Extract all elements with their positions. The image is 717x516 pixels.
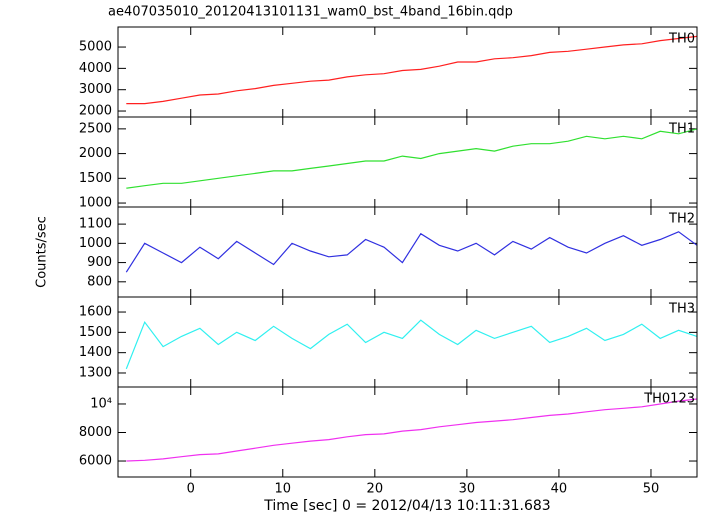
y-tick-label: 8000 [79, 425, 112, 440]
y-tick-label: 1500 [79, 325, 112, 340]
y-tick-label: 3000 [79, 82, 112, 97]
y-tick-label: 6000 [79, 454, 112, 469]
x-axis-label: Time [sec] 0 = 2012/04/13 10:11:31.683 [263, 498, 550, 514]
panel-label: TH3 [668, 302, 695, 317]
data-line [125, 231, 698, 273]
data-line [126, 35, 698, 105]
y-tick-label: 4000 [79, 61, 112, 76]
x-tick-label: 10 [274, 482, 291, 497]
x-tick-label: 20 [367, 482, 384, 497]
y-axis-label: Counts/sec [35, 216, 50, 288]
panel-frame [117, 386, 698, 478]
panel-frame [117, 26, 698, 118]
y-tick-label: 5000 [79, 40, 112, 55]
y-tick-label: 1400 [79, 345, 112, 360]
y-tick-label: 900 [87, 255, 112, 270]
data-line [126, 128, 698, 189]
panel-frame [117, 296, 698, 388]
data-line [126, 398, 698, 462]
data-line [125, 319, 698, 370]
panel-label: TH1 [668, 122, 695, 137]
x-tick-label: 50 [643, 482, 660, 497]
y-tick-label: 1600 [79, 305, 112, 320]
panel-label: TH0123 [643, 392, 695, 407]
x-tick-label: 40 [551, 482, 568, 497]
y-tick-label: 2000 [79, 146, 112, 161]
y-tick-label: 1500 [79, 171, 112, 186]
y-tick-label: 1300 [79, 365, 112, 380]
y-tick-label: 800 [87, 274, 112, 289]
y-tick-label: 1000 [79, 196, 112, 211]
y-tick-label: 2000 [79, 104, 112, 119]
x-tick-label: 30 [459, 482, 476, 497]
chart-title: ae407035010_20120413101131_wam0_bst_4ban… [108, 5, 513, 20]
panel-frame [117, 206, 698, 298]
y-tick-label: 1000 [79, 236, 112, 251]
y-tick-label: 2500 [79, 121, 112, 136]
panel-label: TH0 [668, 32, 695, 47]
x-tick-label: 0 [187, 482, 195, 497]
panel-label: TH2 [668, 212, 695, 227]
panel-frame [117, 116, 698, 208]
y-tick-label: 1100 [79, 217, 112, 232]
y-tick-label: 10⁴ [90, 396, 112, 411]
